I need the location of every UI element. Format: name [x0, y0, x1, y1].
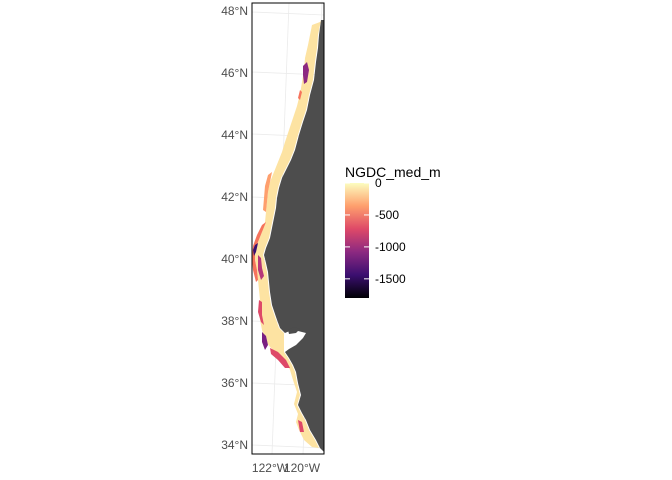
depth-mid-band	[298, 420, 304, 432]
legend-title: NGDC_med_m	[345, 164, 441, 180]
land-patch	[288, 327, 300, 334]
depth-deep-patch	[253, 243, 258, 256]
legend-break-label: -500	[375, 208, 399, 222]
longitude-tick-label: 122°W	[252, 461, 289, 475]
depth-mid-band	[258, 300, 264, 325]
latitude-tick-label: 40°N	[221, 252, 248, 266]
depth-mid-band	[270, 348, 290, 368]
depth-shallow-band	[255, 20, 321, 448]
latitude-tick-label: 34°N	[221, 438, 248, 452]
map-panel-border	[251, 2, 325, 455]
latitude-tick-label: 42°N	[221, 190, 248, 204]
legend-labels: 0 -500 -1000 -1500	[375, 176, 406, 286]
latitude-tick-label: 46°N	[221, 66, 248, 80]
land-mass	[264, 20, 324, 452]
legend-break-label: -1500	[375, 272, 406, 286]
longitude-tick-label: 120°W	[284, 461, 321, 475]
depth-deep-patch	[262, 332, 268, 350]
latitude-tick-label: 48°N	[221, 4, 248, 18]
latitude-axis: 48°N 46°N 44°N 42°N 40°N 38°N 36°N 34°N	[221, 4, 248, 452]
legend-colorbar	[345, 183, 369, 298]
depth-mid-band	[298, 90, 302, 100]
depth-mid-band	[263, 172, 272, 212]
legend-ticks	[345, 182, 369, 280]
depth-deep-patch	[303, 62, 309, 84]
depth-deep-patch	[258, 255, 264, 280]
legend: NGDC_med_m 0 -500 -1000 -1500	[345, 164, 441, 298]
legend-break-label: -1000	[375, 240, 406, 254]
latitude-tick-label: 44°N	[221, 128, 248, 142]
latitude-tick-label: 38°N	[221, 314, 248, 328]
map-panel	[252, 3, 324, 454]
legend-break-label: 0	[375, 176, 382, 190]
depth-mid-band	[252, 222, 266, 282]
latitude-tick-label: 36°N	[221, 376, 248, 390]
depth-band	[252, 20, 321, 448]
